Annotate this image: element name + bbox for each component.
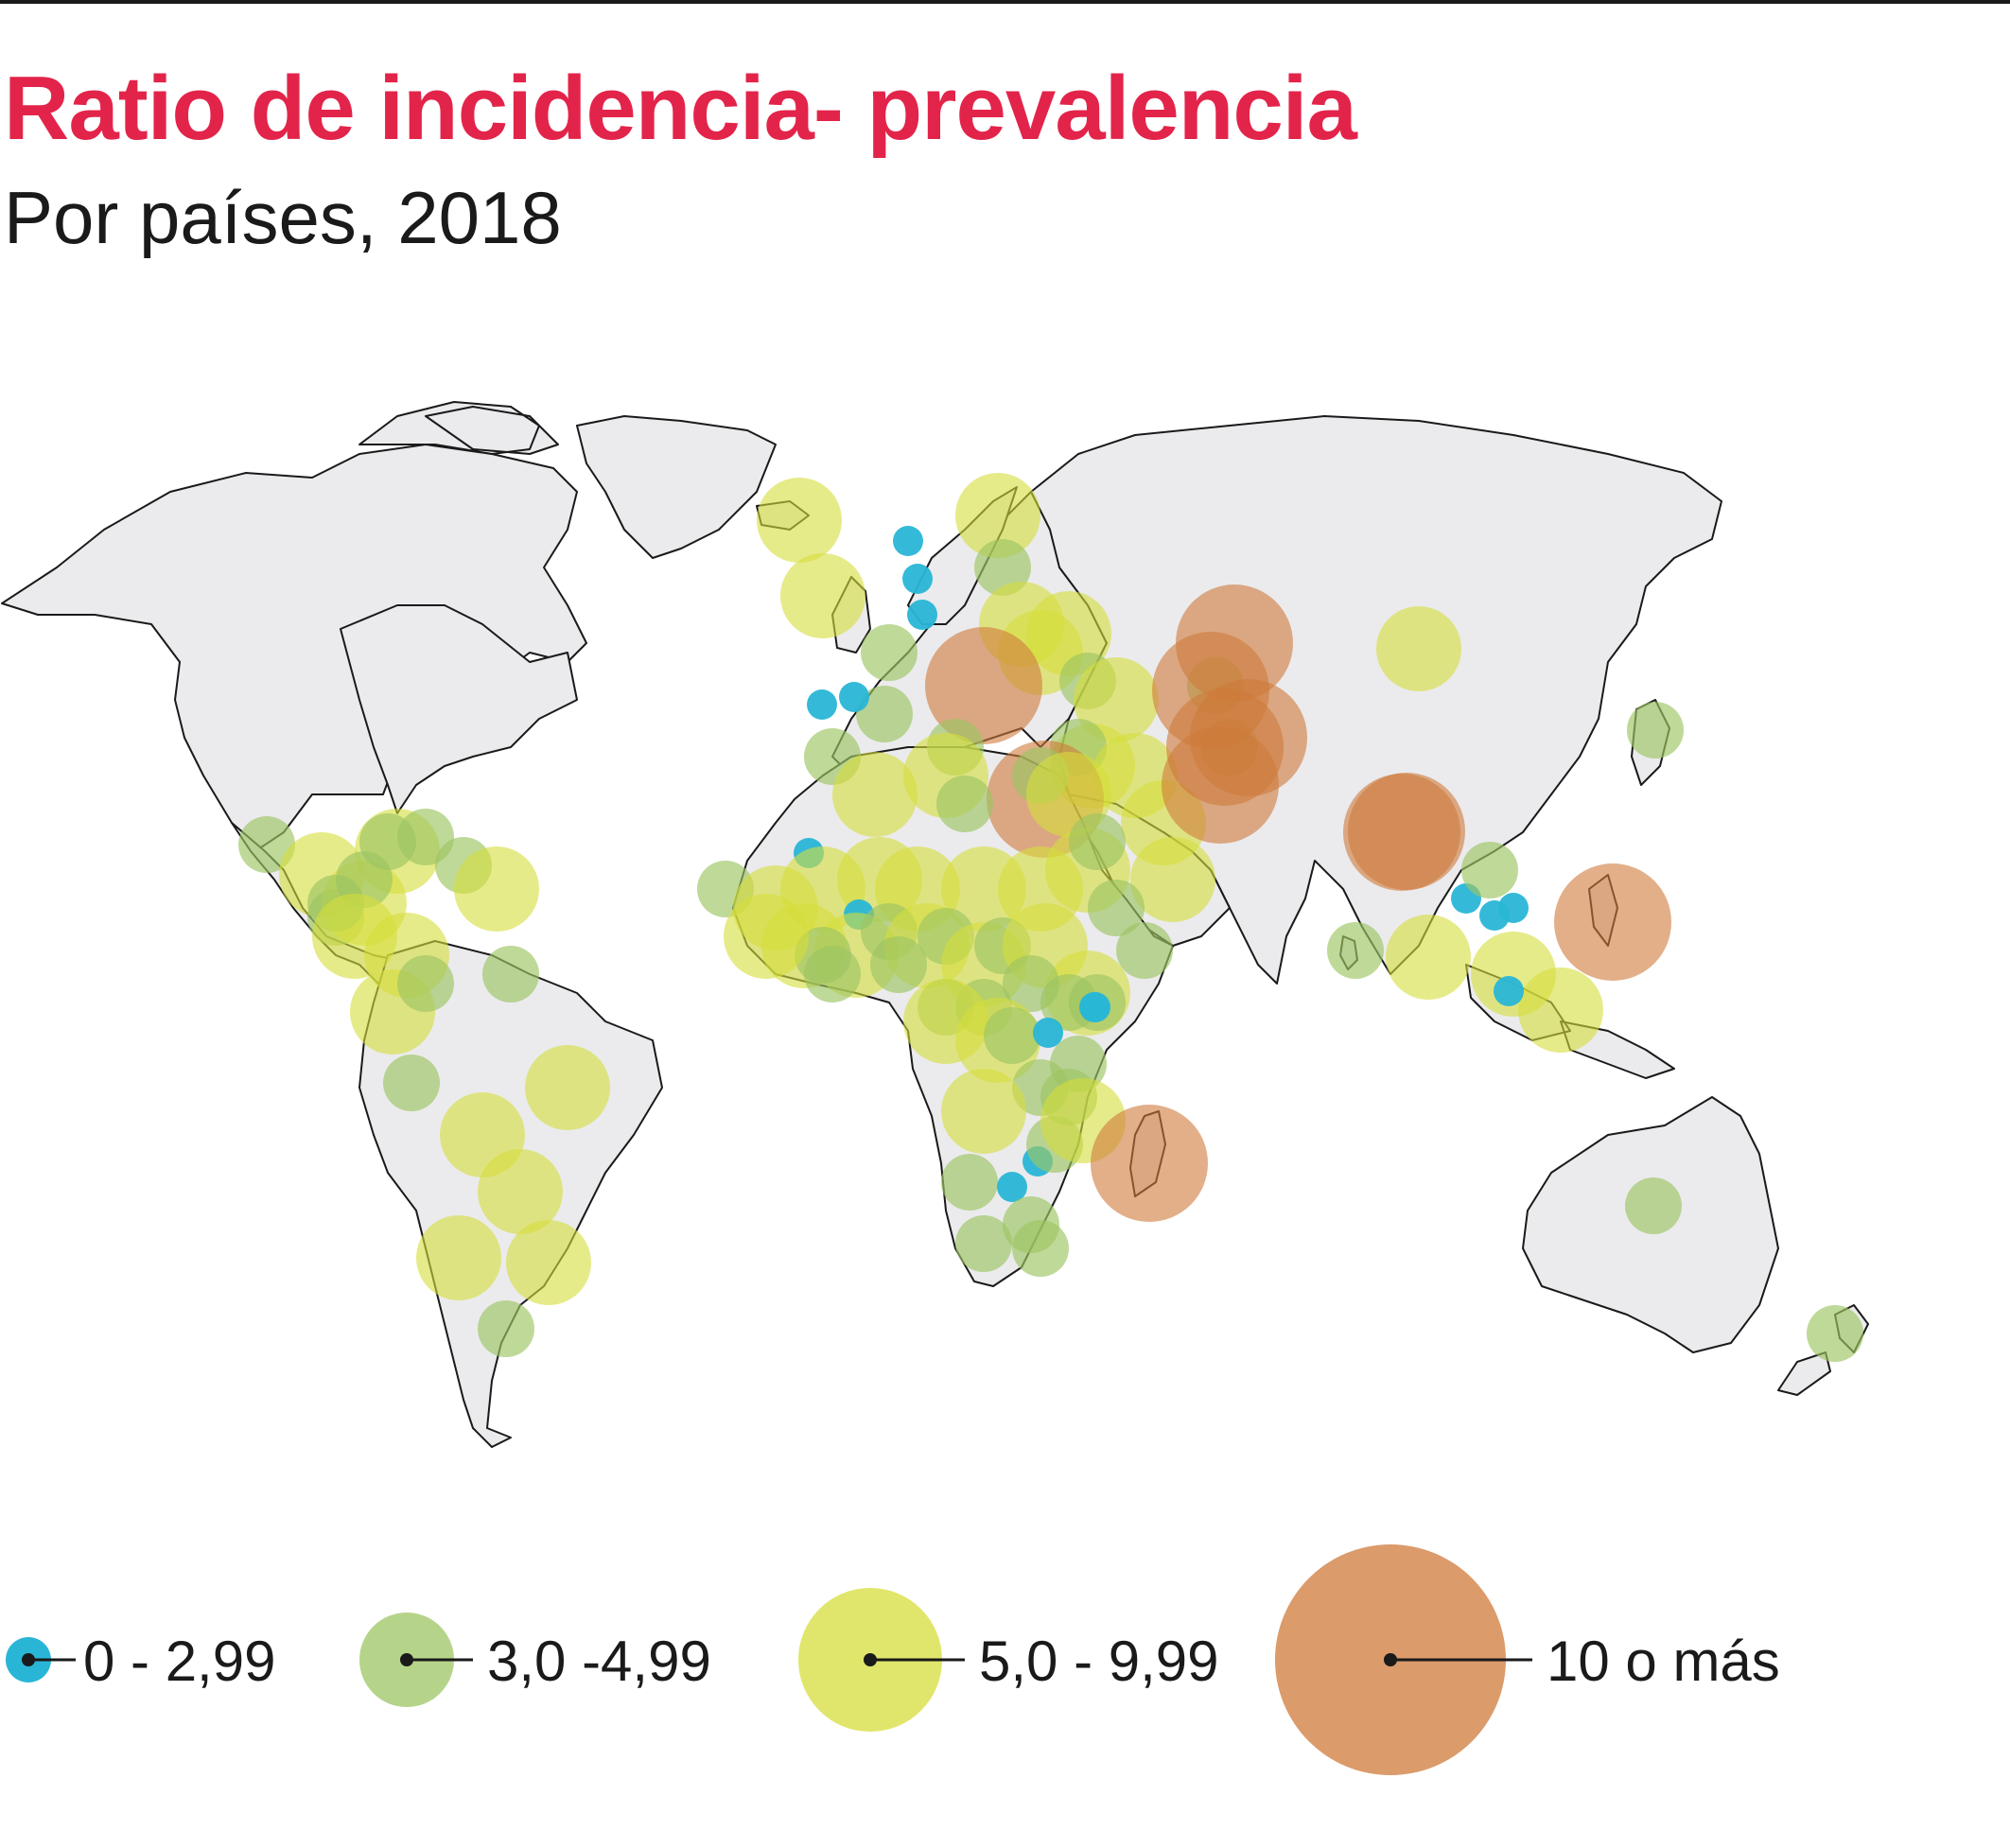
legend-label-mid: 3,0 -4,99 (487, 1630, 711, 1693)
legend-label-top: 10 o más (1547, 1630, 1780, 1693)
country-bubble-high (832, 752, 918, 837)
country-bubble-mid (941, 1154, 998, 1211)
country-bubble-top (1190, 679, 1307, 796)
country-bubble-low (1494, 976, 1524, 1006)
country-bubble-high (506, 1220, 591, 1305)
country-bubble-high (780, 553, 865, 638)
landmass-arctic-islands (359, 402, 558, 454)
country-bubble-mid (1625, 1177, 1682, 1234)
legend-item-high: 5,0 - 9,99 (798, 1588, 1219, 1732)
country-bubble-low (839, 682, 869, 712)
legend-label-high: 5,0 - 9,99 (979, 1630, 1219, 1693)
country-bubble-mid (397, 955, 454, 1012)
country-bubble-mid (1116, 922, 1173, 979)
country-bubble-low (1498, 893, 1529, 923)
landmass-greenland (577, 416, 776, 558)
country-bubble-low (893, 526, 923, 556)
legend-item-low: 0 - 2,99 (6, 1630, 275, 1693)
legend-label-low: 0 - 2,99 (83, 1630, 275, 1693)
country-bubble-low (1033, 1018, 1063, 1048)
legend: 0 - 2,99 3,0 -4,99 5,0 - 9,99 10 o más (6, 1544, 1780, 1775)
country-bubble-mid (1461, 842, 1518, 898)
country-bubble-mid (861, 624, 918, 681)
country-bubble-mid (804, 946, 861, 1002)
legend-item-mid: 3,0 -4,99 (359, 1613, 711, 1707)
country-bubble-mid (936, 776, 993, 832)
country-bubble-low (807, 689, 837, 720)
country-bubble-high (525, 1045, 610, 1130)
country-bubble-mid (1327, 922, 1384, 979)
country-bubble-high (757, 478, 842, 563)
country-bubble-mid (984, 1007, 1040, 1064)
legend-item-top: 10 o más (1275, 1544, 1780, 1775)
country-bubble-high (1518, 968, 1603, 1053)
country-bubble-mid (383, 1055, 440, 1111)
country-bubble-high (941, 1069, 1026, 1154)
country-bubble-mid (870, 936, 927, 993)
country-bubble-mid (478, 1300, 534, 1357)
country-bubble-high (416, 1215, 501, 1300)
country-bubble-mid (1627, 702, 1684, 758)
country-bubble-mid (482, 946, 539, 1002)
country-bubble-mid (1012, 1220, 1069, 1277)
country-bubble-low (997, 1172, 1027, 1202)
country-bubble-top (1343, 774, 1460, 891)
country-bubble-low (1080, 992, 1110, 1022)
country-bubble-high (1386, 915, 1471, 1000)
country-bubble-low (902, 564, 933, 594)
country-bubble-mid (1069, 813, 1126, 870)
country-bubble-top (1554, 863, 1671, 981)
country-bubble-high (454, 846, 539, 932)
country-bubble-high (1376, 606, 1461, 691)
country-bubble-top (1091, 1105, 1208, 1222)
country-bubble-high (724, 894, 809, 979)
country-bubble-low (907, 600, 937, 630)
country-bubble-mid (1807, 1305, 1863, 1362)
